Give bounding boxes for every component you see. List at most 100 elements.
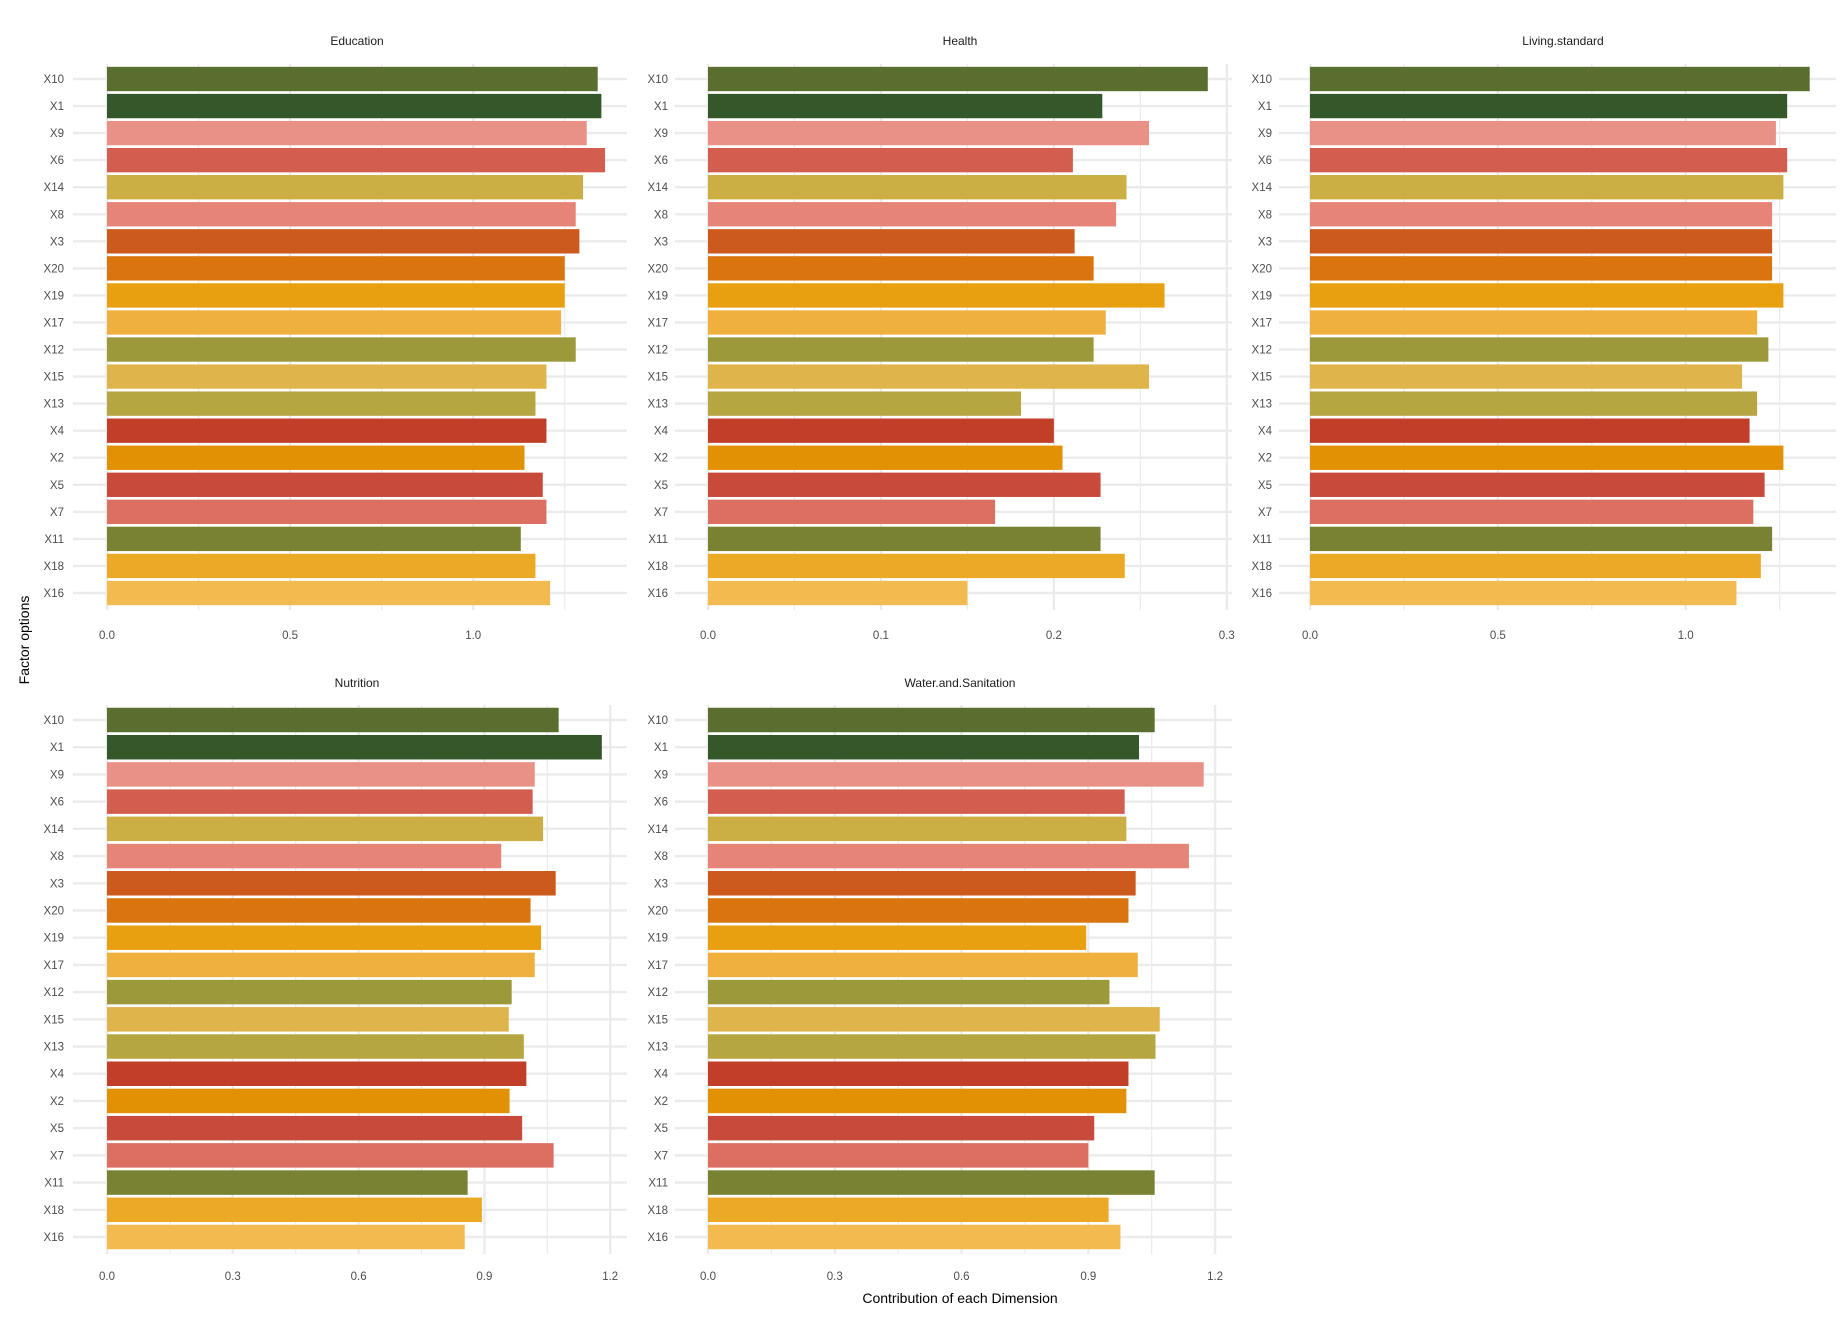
bar-x7: [708, 499, 996, 525]
bar-x11: [708, 1170, 1155, 1195]
bar-x4: [107, 418, 547, 443]
bar-x17: [107, 310, 562, 335]
bar-x20: [1310, 256, 1773, 281]
y-tick-label: X6: [50, 155, 64, 167]
bar-x7: [107, 499, 547, 525]
x-tick-label: 0.3: [1219, 630, 1235, 642]
y-tick-label: X8: [654, 209, 668, 221]
y-tick-label: X19: [648, 290, 668, 302]
y-tick-label: X2: [50, 453, 64, 465]
y-tick-label: X4: [654, 1069, 669, 1081]
y-tick-label: X16: [648, 588, 668, 600]
x-tick-label: 0.9: [476, 1271, 492, 1283]
bar-x18: [107, 553, 536, 579]
bar-x18: [107, 1197, 482, 1223]
bars: [107, 66, 606, 606]
y-tick-label: X4: [50, 426, 65, 438]
y-tick-label: X19: [1252, 290, 1272, 302]
bar-x2: [107, 445, 525, 470]
bar-x6: [107, 789, 533, 814]
panel-title: Living.standard: [1522, 34, 1603, 48]
y-tick-label: X9: [654, 128, 668, 140]
y-tick-label: X6: [50, 797, 64, 809]
panel-living-standard: Living.standard X10 X1 X9 X6 X14 X8 X3 X20 X19 X17…: [1252, 34, 1836, 642]
bars: [107, 707, 602, 1250]
y-tick-label: X15: [44, 1014, 64, 1026]
bar-x15: [708, 364, 1149, 389]
bar-x18: [708, 1197, 1109, 1223]
bar-x5: [107, 1115, 523, 1141]
y-tick-label: X13: [1252, 399, 1272, 411]
y-tick-labels: X10 X1 X9 X6 X14 X8 X3 X20 X19 X17 X12 X15 X13 X4 X2 X5…: [44, 715, 65, 1244]
y-tick-label: X5: [50, 480, 64, 492]
bar-x3: [1310, 229, 1773, 254]
y-tick-label: X5: [1258, 480, 1272, 492]
bar-x5: [1310, 472, 1765, 497]
bar-x6: [708, 789, 1125, 814]
y-tick-label: X16: [1252, 588, 1272, 600]
bar-x19: [107, 283, 565, 308]
y-tick-label: X11: [44, 1178, 64, 1190]
y-tick-label: X7: [1258, 507, 1272, 519]
x-tick-label: 0.1: [873, 630, 889, 642]
x-tick-label: 0.6: [954, 1271, 970, 1283]
y-tick-label: X17: [44, 960, 64, 972]
y-tick-label: X17: [648, 960, 668, 972]
bar-x1: [1310, 93, 1788, 119]
x-tick-label: 1.0: [465, 630, 481, 642]
y-tick-label: X12: [648, 345, 668, 357]
panel-health: Health X10 X1 X9 X6 X14 X8 X3 X20 X19 X17 X12 X15 X13…: [648, 34, 1235, 642]
bar-x14: [107, 175, 584, 200]
bar-x10: [708, 707, 1155, 733]
bar-x7: [708, 1143, 1089, 1168]
x-tick-labels: 0.0 0.1 0.2 0.3: [700, 630, 1235, 642]
y-tick-label: X7: [654, 507, 668, 519]
bar-x19: [708, 925, 1087, 950]
y-tick-label: X16: [648, 1232, 668, 1244]
panel-nutrition: Nutrition X10 X1 X9 X6 X14 X8 X3 X20 X19 X17 X12 X15…: [44, 676, 627, 1283]
bar-x4: [708, 418, 1054, 443]
bar-x17: [708, 952, 1138, 978]
y-tick-label: X7: [50, 1150, 64, 1162]
bar-x10: [107, 66, 598, 92]
bar-x12: [107, 337, 576, 362]
bar-x8: [107, 202, 576, 227]
y-tick-label: X20: [44, 905, 64, 917]
bar-x7: [107, 1143, 554, 1168]
y-tick-label: X9: [50, 128, 64, 140]
x-tick-label: 0.0: [99, 1271, 115, 1283]
x-tick-labels: 0.0 0.5 1.0: [99, 630, 481, 642]
y-tick-label: X18: [44, 1205, 64, 1217]
y-tick-label: X13: [44, 1042, 64, 1054]
y-tick-label: X6: [654, 155, 668, 167]
bar-x8: [107, 843, 502, 869]
y-tick-label: X16: [44, 1232, 64, 1244]
panels: Education X10 X1 X9 X6 X14 X8 X3 X20 X19 X17 X12 X15…: [44, 34, 1836, 1283]
y-tick-label: X4: [654, 426, 669, 438]
y-tick-label: X15: [44, 372, 64, 384]
y-tick-label: X10: [44, 74, 64, 86]
bar-x16: [708, 580, 968, 606]
y-tick-label: X18: [44, 561, 64, 573]
y-tick-label: X3: [654, 878, 668, 890]
panel-title: Water.and.Sanitation: [905, 676, 1016, 690]
x-tick-label: 0.2: [1046, 630, 1062, 642]
x-tick-label: 1.2: [602, 1271, 618, 1283]
x-tick-label: 0.3: [827, 1271, 843, 1283]
x-tick-label: 0.0: [99, 630, 115, 642]
y-tick-label: X5: [654, 1123, 668, 1135]
y-tick-label: X1: [1258, 101, 1272, 113]
bar-x15: [1310, 364, 1743, 389]
y-tick-label: X17: [44, 317, 64, 329]
bar-x2: [1310, 445, 1784, 470]
x-tick-label: 1.0: [1678, 630, 1694, 642]
bar-x18: [708, 553, 1125, 579]
bar-x13: [708, 1034, 1156, 1059]
bar-x16: [1310, 580, 1737, 606]
y-tick-label: X6: [1258, 155, 1272, 167]
y-tick-label: X12: [44, 987, 64, 999]
bar-x7: [1310, 499, 1754, 525]
bar-x12: [107, 979, 512, 1005]
y-tick-label: X2: [654, 453, 668, 465]
